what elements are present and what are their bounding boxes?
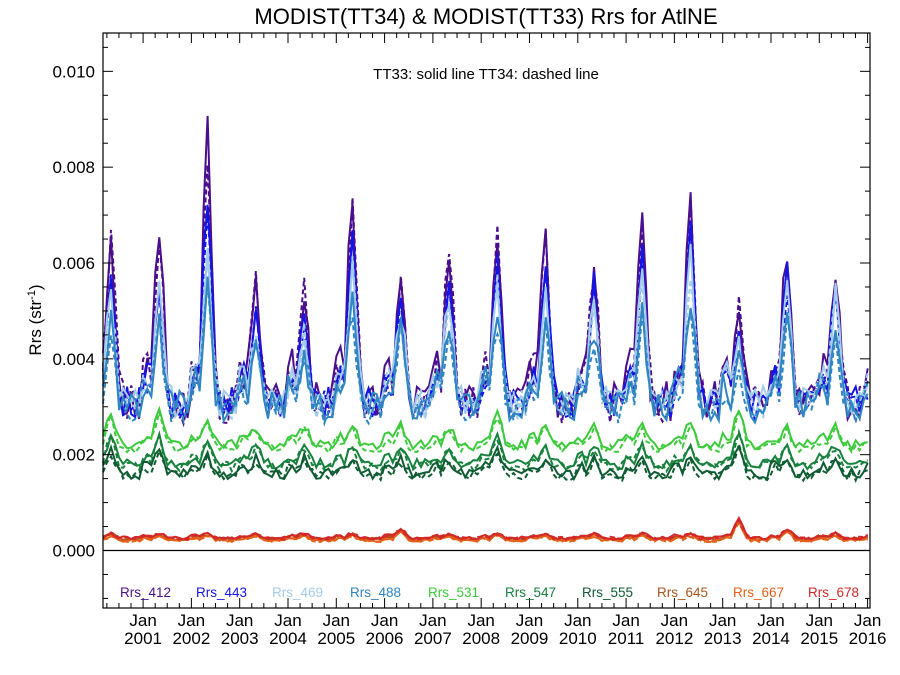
x-tick-year: 2012 [655, 629, 693, 648]
x-tick-month: Jan [371, 611, 398, 630]
series-line-tt33 [102, 276, 869, 425]
legend-entry: Rrs_443 [196, 585, 247, 600]
x-tick-year: 2008 [462, 629, 500, 648]
series-line-tt34 [102, 521, 868, 544]
y-axis: 0.000 0.002 0.004 0.006 0.008 0.010 [52, 46, 870, 599]
y-tick-label: 0.004 [52, 350, 95, 369]
y-tick-label: 0.000 [52, 542, 95, 561]
series-line-tt34 [102, 428, 869, 474]
legend-entry: Rrs_555 [582, 585, 633, 600]
series-rrs-547 [102, 428, 869, 474]
series-line-tt34 [102, 440, 868, 483]
x-tick-year: 2005 [317, 629, 355, 648]
y-tick-label: 0.010 [52, 62, 95, 81]
x-tick-month: Jan [419, 611, 446, 630]
y-tick-label: 0.008 [52, 158, 95, 177]
x-tick-month: Jan [806, 611, 833, 630]
x-axis: Jan2001Jan2002Jan2003Jan2004Jan2005Jan20… [106, 33, 887, 648]
legend-entry: Rrs_412 [120, 585, 171, 600]
series-line-tt33 [102, 430, 868, 471]
x-tick-month: Jan [129, 611, 156, 630]
x-tick-year: 2007 [414, 629, 452, 648]
series-line-tt34 [102, 164, 869, 428]
y-axis-title: Rrs (str-1) [26, 284, 45, 355]
series-rrs-667 [102, 518, 869, 544]
series-rrs-488 [102, 276, 869, 427]
x-tick-year: 2001 [124, 629, 162, 648]
x-tick-month: Jan [709, 611, 736, 630]
x-tick-year: 2002 [172, 629, 210, 648]
series-line-tt33 [102, 443, 869, 482]
x-tick-month: Jan [467, 611, 494, 630]
x-tick-year: 2004 [269, 629, 307, 648]
x-tick-month: Jan [323, 611, 350, 630]
x-tick-month: Jan [274, 611, 301, 630]
x-tick-month: Jan [516, 611, 543, 630]
series-line-tt34 [102, 406, 869, 455]
legend-entry: Rrs_469 [272, 585, 323, 600]
x-tick-month: Jan [854, 611, 881, 630]
legend-entry: Rrs_678 [808, 585, 859, 600]
x-tick-month: Jan [226, 611, 253, 630]
x-tick-month: Jan [178, 611, 205, 630]
x-tick-month: Jan [612, 611, 639, 630]
y-tick-label: 0.006 [52, 254, 95, 273]
x-tick-month: Jan [757, 611, 784, 630]
x-tick-month: Jan [661, 611, 688, 630]
plot-area [102, 115, 870, 552]
series-line-tt34 [102, 280, 869, 427]
series-rrs-531 [102, 405, 869, 455]
x-tick-year: 2003 [221, 629, 259, 648]
x-tick-month: Jan [564, 611, 591, 630]
y-tick-label: 0.002 [52, 446, 95, 465]
x-tick-year: 2014 [752, 629, 790, 648]
x-tick-year: 2006 [366, 629, 404, 648]
legend-entry: Rrs_667 [733, 585, 784, 600]
x-tick-year: 2013 [704, 629, 742, 648]
series-line-tt34 [102, 518, 869, 541]
x-tick-year: 2011 [608, 629, 645, 648]
legend-entry: Rrs_547 [505, 585, 556, 600]
x-tick-year: 2015 [800, 629, 838, 648]
series-rrs-678 [102, 515, 869, 541]
x-tick-year: 2010 [559, 629, 597, 648]
x-tick-year: 2016 [849, 629, 887, 648]
x-tick-year: 2009 [511, 629, 549, 648]
chart-title: MODIST(TT34) & MODIST(TT33) Rrs for AtlN… [254, 4, 717, 29]
series-rrs-555 [102, 440, 869, 483]
legend-entry: Rrs_531 [428, 585, 479, 600]
line-style-annotation: TT33: solid line TT34: dashed line [373, 66, 599, 83]
legend: Rrs_412 Rrs_443 Rrs_469 Rrs_488 Rrs_531 Rrs_5… [120, 585, 859, 600]
plot-frame [102, 32, 871, 609]
legend-entry: Rrs_645 [657, 585, 708, 600]
legend-entry: Rrs_488 [350, 585, 401, 600]
